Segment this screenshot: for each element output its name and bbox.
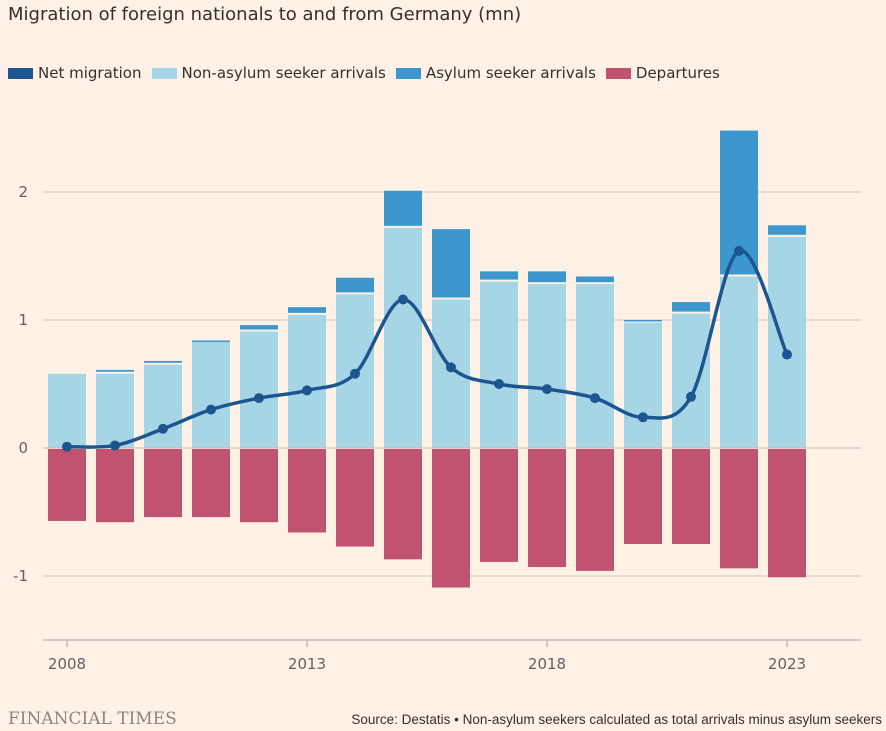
bar-asylum <box>192 340 230 342</box>
bar-non-asylum <box>672 313 710 448</box>
bar-asylum <box>384 190 422 226</box>
bar-asylum <box>672 302 710 312</box>
bar-departures <box>48 449 86 521</box>
bar-non-asylum <box>384 227 422 448</box>
bar-departures <box>624 449 662 544</box>
y-tick-label: 1 <box>18 311 28 329</box>
net-migration-point <box>638 412 648 423</box>
ft-logo: FINANCIAL TIMES <box>8 709 177 729</box>
net-migration-path <box>65 249 789 449</box>
bar-departures <box>240 449 278 523</box>
net-migration-point <box>542 384 552 395</box>
bar-departures <box>192 449 230 518</box>
bar-asylum <box>336 277 374 293</box>
bar-non-asylum <box>288 314 326 448</box>
bar-non-asylum <box>432 299 470 448</box>
bar-departures <box>768 449 806 578</box>
net-migration-point <box>254 393 264 404</box>
bar-asylum <box>480 271 518 280</box>
bar-departures <box>288 449 326 533</box>
legend-label: Asylum seeker arrivals <box>425 64 596 82</box>
bar-departures <box>720 449 758 569</box>
bar-asylum <box>288 307 326 313</box>
bar-departures <box>96 449 134 523</box>
bar-non-asylum <box>576 284 614 448</box>
net-migration-point <box>110 440 120 451</box>
axes: -1 0 1 2 2008 2013 2018 2023 <box>13 183 861 673</box>
bar-asylum <box>432 229 470 298</box>
legend-item-net-migration: Net migration <box>8 64 142 82</box>
net-migration-point <box>206 404 216 415</box>
bar-departures <box>672 449 710 544</box>
x-tick-label: 2008 <box>48 655 86 673</box>
bar-asylum <box>576 276 614 283</box>
legend-swatch-net-migration <box>8 67 33 79</box>
bar-non-asylum <box>528 284 566 448</box>
net-migration-point <box>686 391 696 402</box>
y-tick-label: -1 <box>13 567 28 585</box>
bar-departures <box>384 449 422 560</box>
legend-label: Non-asylum seeker arrivals <box>181 64 386 82</box>
bar-non-asylum <box>240 331 278 448</box>
legend: Net migration Non-asylum seeker arrivals… <box>8 64 730 82</box>
legend-swatch-non-asylum <box>151 67 177 79</box>
bar-departures <box>528 449 566 568</box>
bar-asylum <box>768 225 806 235</box>
net-migration-point <box>350 368 360 379</box>
x-tick-label: 2023 <box>768 655 806 673</box>
bar-asylum <box>144 360 182 363</box>
net-migration-point <box>62 441 72 452</box>
bar-asylum <box>96 369 134 372</box>
bar-non-asylum <box>624 322 662 448</box>
chart-title: Migration of foreign nationals to and fr… <box>8 4 522 25</box>
bar-asylum <box>624 320 662 322</box>
bar-departures <box>480 449 518 562</box>
legend-item-departures: Departures <box>605 64 720 82</box>
legend-swatch-departures <box>605 67 631 79</box>
legend-item-non-asylum: Non-asylum seeker arrivals <box>151 64 386 82</box>
y-tick-label: 0 <box>18 439 28 457</box>
legend-label: Departures <box>635 64 720 82</box>
net-migration-point <box>446 362 456 373</box>
legend-item-asylum: Asylum seeker arrivals <box>395 64 596 82</box>
source-note: Source: Destatis • Non-asylum seekers ca… <box>351 712 882 727</box>
bar-departures <box>432 449 470 588</box>
bar-non-asylum <box>720 276 758 448</box>
legend-label: Net migration <box>38 64 142 82</box>
net-migration-point <box>734 245 744 256</box>
bars <box>43 130 861 588</box>
bar-departures <box>576 449 614 571</box>
bar-departures <box>336 449 374 547</box>
net-migration-point <box>158 423 168 434</box>
net-migration-point <box>590 393 600 404</box>
net-migration-line <box>62 245 792 452</box>
bar-asylum <box>528 271 566 283</box>
bar-non-asylum <box>48 373 86 448</box>
bar-non-asylum <box>192 341 230 448</box>
legend-swatch-asylum <box>395 67 421 79</box>
x-tick-label: 2018 <box>528 655 566 673</box>
bar-asylum <box>240 325 278 330</box>
net-migration-point <box>398 294 408 305</box>
bar-non-asylum <box>768 236 806 448</box>
net-migration-point <box>494 379 504 389</box>
bar-non-asylum <box>96 373 134 448</box>
net-migration-point <box>302 385 312 396</box>
net-migration-point <box>782 349 792 360</box>
bar-non-asylum <box>480 281 518 448</box>
y-tick-label: 2 <box>18 183 28 201</box>
bar-departures <box>144 449 182 518</box>
x-tick-label: 2013 <box>288 655 326 673</box>
